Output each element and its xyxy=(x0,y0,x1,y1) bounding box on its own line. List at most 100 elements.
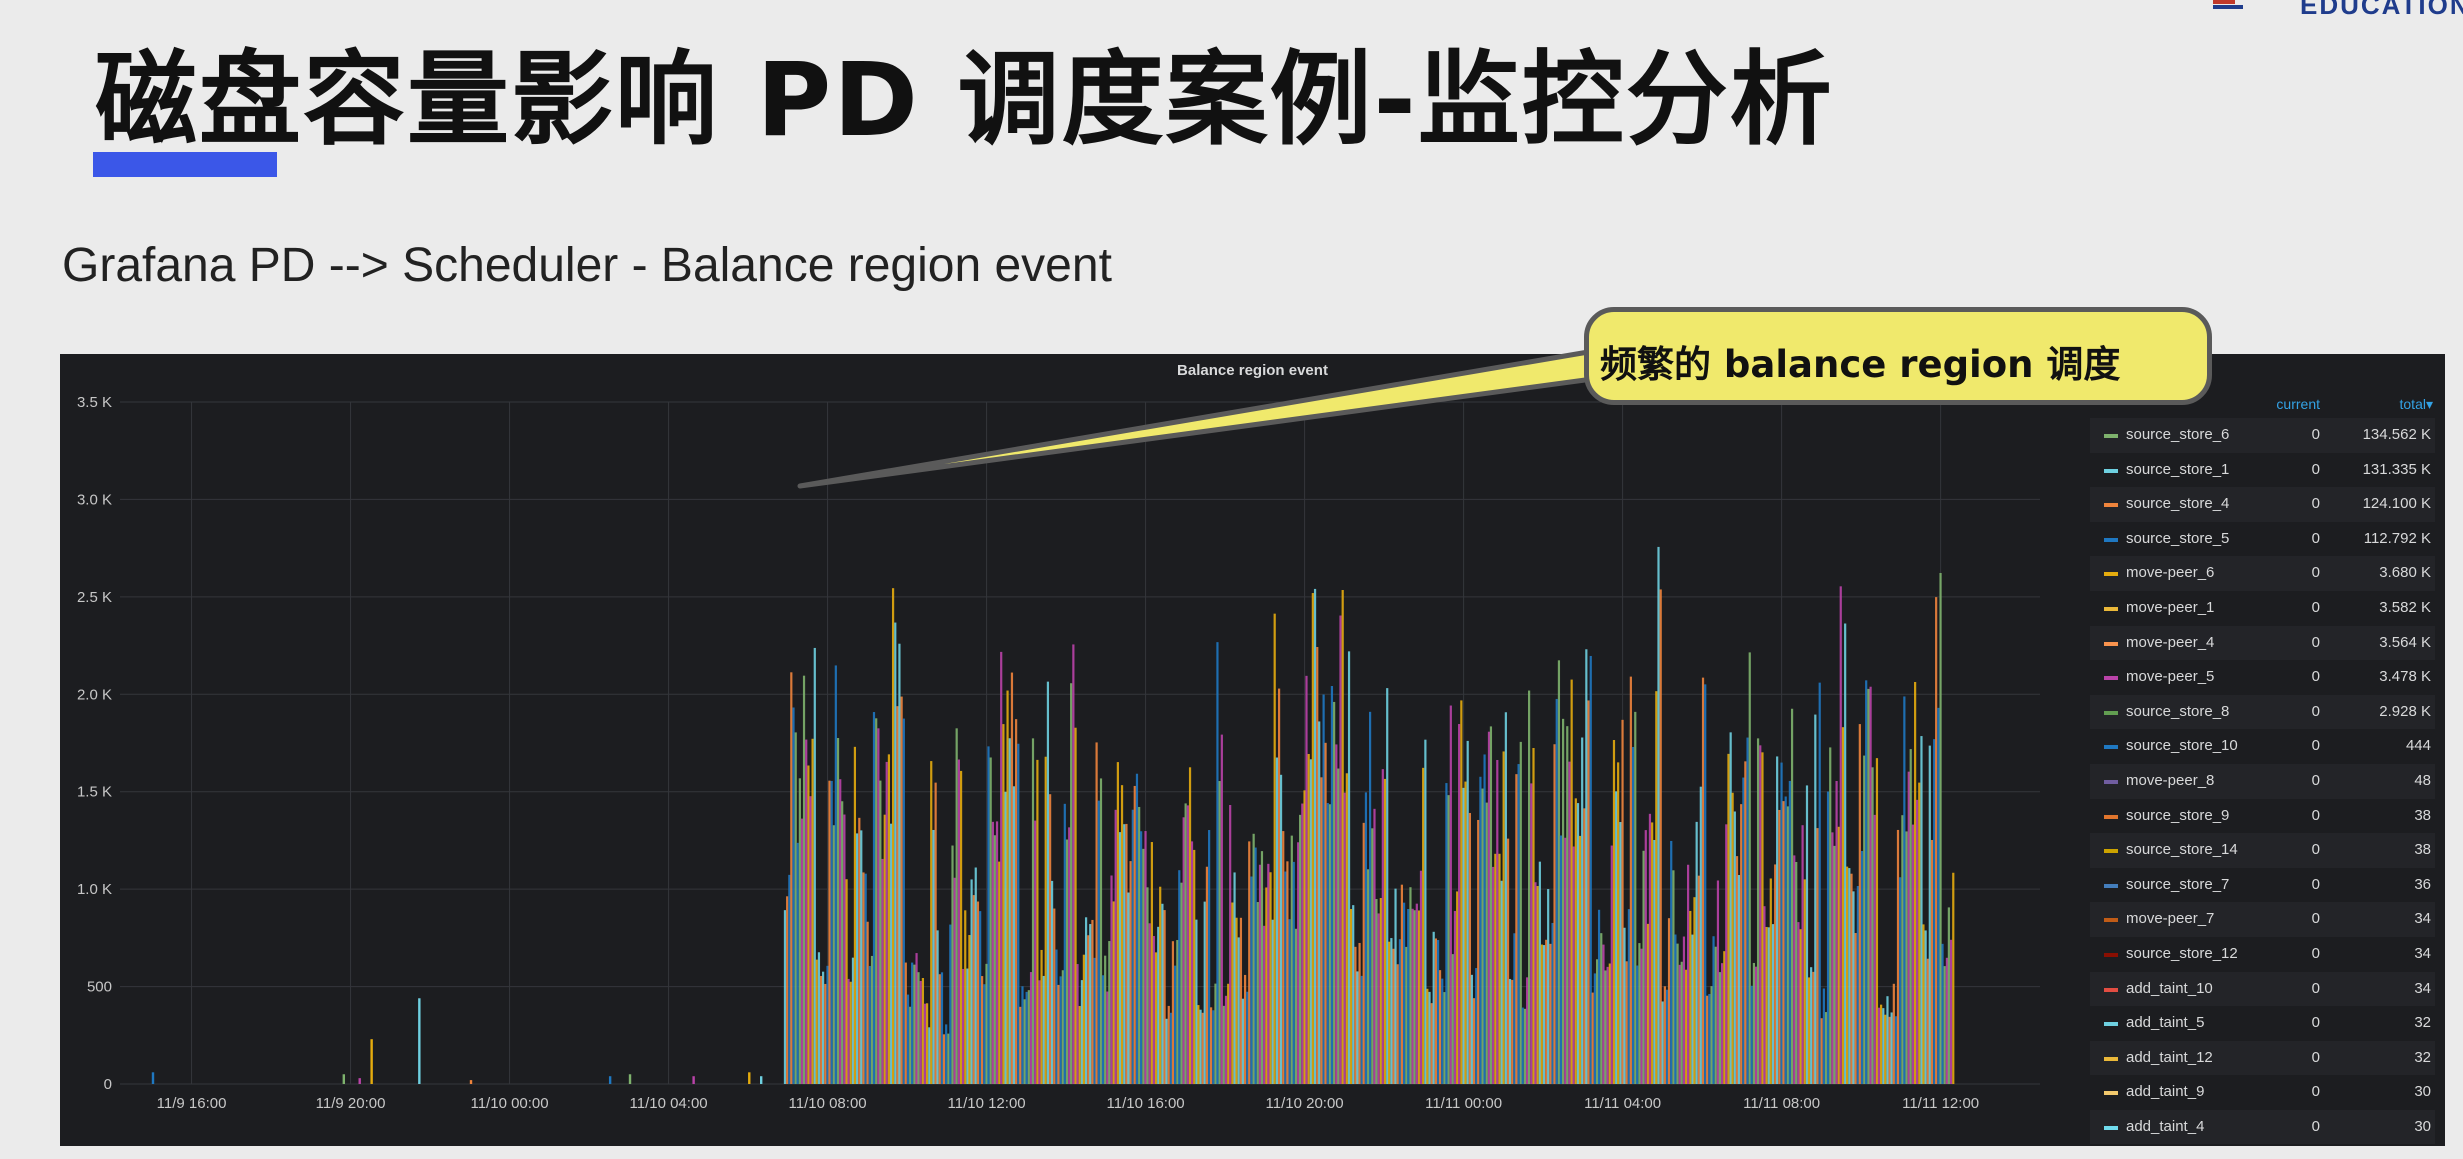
legend-swatch xyxy=(2104,849,2118,854)
legend-item[interactable]: source_store_7 0 36 xyxy=(2090,868,2435,903)
chart-bar xyxy=(983,984,986,1084)
chart-bar xyxy=(1528,690,1531,1084)
legend-swatch xyxy=(2104,952,2118,957)
legend-item[interactable]: add_taint_4 0 30 xyxy=(2090,1109,2435,1145)
chart-bar xyxy=(1581,737,1584,1084)
chart-bar xyxy=(1110,875,1113,1084)
chart-bar xyxy=(1447,795,1450,1084)
legend-current-value: 0 xyxy=(2311,910,2320,928)
legend-swatch xyxy=(2104,1091,2118,1096)
legend-header-total[interactable]: total▾ xyxy=(2399,396,2434,412)
legend-item[interactable]: source_store_14 0 38 xyxy=(2090,833,2435,868)
legend-total-value: 444 xyxy=(2405,737,2431,755)
legend-swatch xyxy=(2104,1056,2118,1061)
chart-bar xyxy=(987,746,990,1084)
chart-bar xyxy=(1002,724,1005,1084)
chart-bar xyxy=(1519,741,1522,1084)
legend-total-value: 38 xyxy=(2414,806,2431,824)
legend-item[interactable]: add_taint_9 0 30 xyxy=(2090,1075,2435,1110)
legend-item[interactable]: add_taint_5 0 32 xyxy=(2090,1006,2435,1041)
legend-header-current[interactable]: current xyxy=(2276,396,2320,412)
chart-bar xyxy=(1636,965,1639,1084)
legend-swatch xyxy=(2104,572,2118,577)
legend-item[interactable]: source_store_4 0 124.100 K xyxy=(2090,487,2435,522)
legend-item[interactable]: move-peer_8 0 48 xyxy=(2090,763,2435,799)
chart-bar xyxy=(1407,908,1410,1084)
legend-item[interactable]: move-peer_1 0 3.582 K xyxy=(2090,591,2435,626)
chart-bar xyxy=(1691,934,1694,1084)
legend-item[interactable]: source_store_1 0 131.335 K xyxy=(2090,453,2435,488)
chart-bar xyxy=(1782,801,1785,1084)
chart-bar xyxy=(1074,727,1077,1084)
chart-bar xyxy=(1343,792,1346,1084)
chart-bar xyxy=(841,801,844,1084)
chart-bar xyxy=(1419,870,1423,1084)
chart-bar xyxy=(1330,686,1334,1084)
legend-item[interactable]: add_taint_10 0 34 xyxy=(2090,971,2435,1007)
chart-bar xyxy=(915,953,918,1084)
chart-bar xyxy=(1146,887,1149,1084)
chart-bar xyxy=(1080,980,1084,1084)
chart-bar xyxy=(1767,927,1770,1084)
chart-bar xyxy=(1538,861,1541,1084)
chart-bar xyxy=(1492,866,1495,1084)
chart-bar xyxy=(1812,971,1815,1084)
legend-item[interactable]: source_store_6 0 134.562 K xyxy=(2090,418,2435,453)
legend-series-name: source_store_6 xyxy=(2126,426,2230,443)
chart-bar xyxy=(1721,963,1724,1084)
legend-item[interactable]: move-peer_5 0 3.478 K xyxy=(2090,660,2435,695)
chart-bar xyxy=(1260,851,1264,1084)
chart-bar xyxy=(1894,1016,1898,1084)
legend-item[interactable]: source_store_12 0 34 xyxy=(2090,937,2435,972)
chart-bar xyxy=(811,738,814,1084)
chart-bar xyxy=(1657,546,1660,1084)
legend-series-name: move-peer_4 xyxy=(2126,633,2215,651)
chart-bar xyxy=(1846,866,1849,1084)
chart-bar xyxy=(1899,877,1902,1084)
legend-total-value: 134.562 K xyxy=(2362,426,2431,443)
chart-bar xyxy=(1778,809,1781,1084)
chart-bar xyxy=(1108,941,1111,1084)
chart-bar xyxy=(1333,701,1336,1084)
chart-bar xyxy=(851,957,855,1084)
chart-bar xyxy=(1786,806,1790,1084)
chart-bar xyxy=(1687,864,1690,1084)
chart-bar xyxy=(1422,767,1425,1084)
legend-swatch xyxy=(2104,814,2118,819)
chart-bar xyxy=(1748,652,1751,1084)
chart-bar xyxy=(898,643,901,1084)
chart-bar xyxy=(1648,813,1652,1084)
chart-bar xyxy=(802,675,806,1084)
chart-bar xyxy=(1850,873,1853,1084)
legend-current-value: 0 xyxy=(2311,1083,2320,1101)
chart-bar xyxy=(891,588,895,1084)
chart-bar xyxy=(1523,1008,1527,1084)
legend-swatch xyxy=(2104,710,2118,715)
chart-bar xyxy=(1723,951,1726,1084)
legend-item[interactable]: source_store_8 0 2.928 K xyxy=(2090,694,2435,730)
balance-region-chart[interactable]: 0 500 1.0 K 1.5 K 2.0 K 2.5 K 3.0 K 3.5 K 11/9 1… xyxy=(60,354,2060,1146)
legend-swatch xyxy=(2104,987,2118,992)
legend-item[interactable]: move-peer_4 0 3.564 K xyxy=(2090,625,2435,661)
chart-bar xyxy=(1466,740,1469,1084)
legend-item[interactable]: source_store_9 0 38 xyxy=(2090,799,2435,834)
chart-bar xyxy=(1750,985,1753,1084)
chart-bar xyxy=(1597,909,1601,1084)
legend-total-value: 36 xyxy=(2414,875,2431,893)
chart-bar xyxy=(1258,864,1262,1084)
chart-bar xyxy=(1646,923,1650,1084)
legend-item[interactable]: move-peer_6 0 3.680 K xyxy=(2090,556,2435,591)
legend-item[interactable]: source_store_10 0 444 xyxy=(2090,729,2435,764)
legend-item[interactable]: move-peer_7 0 34 xyxy=(2090,902,2435,937)
chart-bar xyxy=(1065,839,1069,1084)
chart-bar xyxy=(1470,974,1473,1084)
chart-bar xyxy=(1479,776,1482,1084)
legend-item[interactable]: add_taint_12 0 32 xyxy=(2090,1040,2435,1076)
chart-bar xyxy=(1623,927,1626,1084)
legend-current-value: 0 xyxy=(2311,702,2320,720)
legend-item[interactable]: source_store_5 0 112.792 K xyxy=(2090,522,2435,557)
x-tick-label: 11/10 00:00 xyxy=(470,1095,548,1112)
chart-bar xyxy=(1294,928,1298,1084)
chart-bar xyxy=(1475,968,1478,1084)
chart-bar xyxy=(1381,769,1384,1084)
